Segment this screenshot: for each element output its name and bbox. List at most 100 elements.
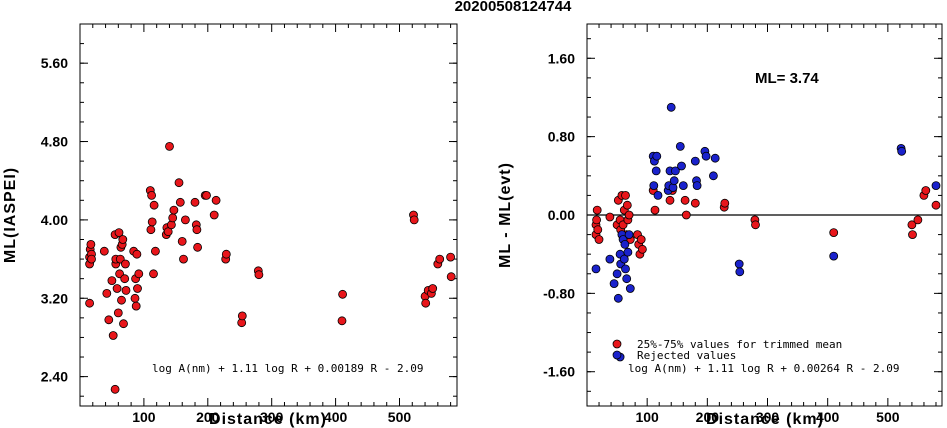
data-point (147, 190, 157, 200)
data-point (613, 293, 623, 303)
data-point (619, 254, 629, 264)
y-tick-label: 2.40 (41, 369, 68, 385)
data-point (110, 384, 120, 394)
data-point (671, 166, 680, 176)
data-point (908, 230, 917, 240)
data-point (174, 178, 184, 188)
data-point (177, 236, 187, 246)
x-tick-label: 200 (196, 409, 220, 425)
data-point (594, 235, 604, 244)
data-point (652, 151, 662, 161)
data-point (651, 166, 661, 176)
y-tick-label: 4.00 (41, 212, 68, 228)
data-point (921, 186, 931, 195)
data-point (677, 161, 686, 171)
data-point (624, 210, 634, 220)
data-point (680, 195, 690, 205)
left-panel: 2.40 3.20 4.00 4.80 5.60 100 200 300 400 500 log … (2, 23, 458, 428)
data-point (692, 181, 702, 191)
data-point (87, 254, 96, 264)
data-point (168, 213, 178, 223)
x-tick-label: 300 (260, 409, 284, 425)
data-point (254, 270, 264, 280)
data-point (209, 210, 219, 220)
data-point (102, 288, 112, 298)
data-point (710, 153, 720, 163)
legend-rejected-label: Rejected values (637, 349, 736, 362)
y-tick-label: -0.80 (543, 285, 575, 301)
data-point (622, 274, 632, 284)
data-point (338, 289, 348, 299)
ml-value-label: ML= 3.74 (755, 70, 819, 87)
data-point (605, 212, 615, 222)
data-point (104, 315, 114, 325)
left-formula-annotation: log A(nm) + 1.11 log R + 0.00189 R - 2.0… (152, 362, 424, 375)
right-x-axis-label: Distance (km) (706, 411, 824, 428)
data-point (118, 235, 128, 244)
data-point (650, 205, 660, 215)
data-point (421, 298, 431, 308)
data-point (121, 285, 131, 295)
data-point (132, 249, 142, 259)
data-point (99, 246, 109, 256)
data-point (133, 284, 142, 293)
data-point (428, 284, 438, 293)
data-point (179, 254, 188, 264)
data-point (666, 102, 676, 112)
data-point (146, 225, 156, 235)
x-tick-label: 400 (324, 409, 348, 425)
data-point (605, 254, 615, 264)
data-point (931, 181, 941, 191)
data-point (211, 195, 221, 205)
data-point (435, 254, 445, 264)
data-point (592, 205, 602, 215)
data-point (653, 190, 663, 200)
data-point (108, 331, 118, 340)
right-points (591, 102, 941, 362)
data-point (237, 311, 247, 321)
data-point (175, 197, 185, 207)
x-tick-label: 500 (388, 409, 412, 425)
chart-title: 20200508124744 (455, 0, 572, 15)
data-point (86, 239, 96, 249)
data-point (913, 215, 923, 225)
data-point (624, 230, 634, 240)
data-point (117, 295, 126, 305)
data-point (638, 244, 647, 254)
data-point (612, 269, 622, 279)
data-point (165, 141, 174, 151)
data-point (622, 200, 632, 210)
y-tick-label: 3.20 (41, 290, 68, 306)
data-point (192, 225, 202, 235)
data-point (446, 272, 456, 282)
data-point (625, 284, 635, 293)
y-tick-label: 4.80 (41, 134, 68, 150)
data-point (675, 141, 685, 151)
data-point (720, 198, 730, 208)
data-point (734, 259, 744, 269)
data-point (169, 205, 179, 215)
x-tick-label: 200 (696, 409, 720, 425)
legend-trimmed-label: 25%-75% values for trimmed mean (637, 338, 842, 351)
data-point (190, 197, 200, 207)
data-point (735, 267, 745, 277)
data-point (131, 301, 141, 311)
data-point (119, 319, 128, 329)
left-ticks: 2.40 3.20 4.00 4.80 5.60 100 200 300 400 500 (41, 24, 457, 425)
data-point (180, 215, 190, 225)
data-point (130, 293, 140, 303)
data-point (85, 298, 94, 308)
legend-rejected-marker (612, 350, 622, 360)
right-ticks: -1.60 -0.80 0.00 0.80 1.60 100 200 300 400 500 (543, 24, 942, 425)
data-point (114, 228, 124, 238)
data-point (649, 181, 659, 191)
data-point (149, 200, 159, 210)
data-point (701, 151, 711, 161)
x-tick-label: 400 (816, 409, 840, 425)
x-tick-label: 300 (756, 409, 780, 425)
data-point (669, 176, 679, 186)
data-point (221, 249, 231, 259)
data-point (446, 252, 456, 262)
y-tick-label: 1.60 (548, 50, 575, 66)
